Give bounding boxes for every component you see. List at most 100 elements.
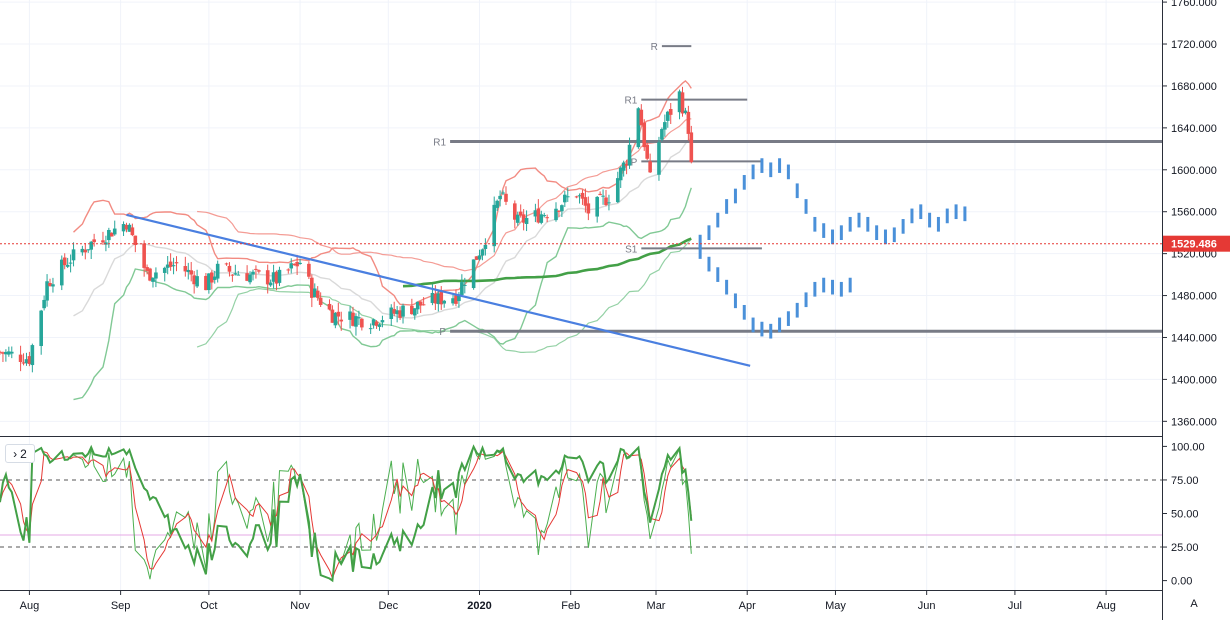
candle: [183, 256, 188, 277]
projection-bar-lower: [733, 293, 737, 309]
candle: [524, 210, 529, 232]
candle: [339, 311, 344, 331]
candle: [330, 305, 335, 323]
projection-bar-upper: [963, 206, 967, 222]
candle-body: [192, 275, 196, 285]
candle: [418, 301, 423, 313]
candle: [192, 270, 196, 294]
projection-bar-upper: [760, 158, 764, 173]
projection-bar-upper: [866, 216, 870, 232]
projection-bar-upper: [875, 225, 879, 241]
projection-bar-lower: [848, 277, 852, 293]
candle-body: [621, 162, 626, 171]
projection-bar-upper: [928, 212, 932, 228]
candle-body: [477, 255, 482, 260]
candle-body: [451, 298, 455, 304]
pane-count-label: 2: [20, 446, 27, 461]
candle-body: [521, 214, 526, 223]
pivot-label: S1: [625, 244, 638, 255]
candle: [124, 222, 129, 233]
candle-body: [689, 132, 694, 163]
candle-body: [265, 270, 270, 285]
candle-body: [542, 215, 547, 217]
projection-bar-lower: [822, 277, 826, 293]
pane-collapse-button[interactable]: › 2: [5, 444, 35, 463]
candle-body: [286, 269, 291, 271]
candle-body: [7, 351, 11, 355]
candle: [165, 255, 170, 275]
price-tick-label: 1400.000: [1171, 374, 1217, 386]
candle: [130, 223, 135, 237]
candle: [265, 264, 270, 294]
candle-body: [65, 264, 70, 267]
candle-body: [80, 248, 85, 253]
candle-body: [430, 292, 435, 303]
candle: [621, 160, 626, 177]
candle: [9, 346, 14, 359]
candle-body: [377, 324, 382, 327]
candle: [212, 270, 217, 284]
candle-body: [401, 305, 405, 317]
candle-body: [271, 272, 276, 282]
candle-body: [580, 192, 585, 199]
candle-body: [657, 142, 661, 175]
candle-body: [121, 224, 126, 232]
oscillator-fast-line: [0, 444, 692, 582]
candle: [27, 351, 32, 367]
candle-body: [109, 232, 114, 237]
candle-body: [663, 122, 667, 130]
candle: [410, 298, 414, 315]
projection-bar-upper: [839, 225, 843, 241]
candle: [521, 209, 526, 231]
candle: [289, 258, 294, 274]
candle: [580, 189, 585, 205]
candle: [474, 256, 479, 261]
candle-body: [4, 351, 8, 355]
candle-body: [207, 273, 211, 291]
candle-body: [142, 243, 146, 268]
candle: [374, 320, 379, 329]
time-tick-label: Nov: [290, 600, 310, 612]
candle-body: [310, 277, 314, 298]
candle-body: [515, 214, 520, 223]
candle-body: [254, 268, 258, 270]
time-tick-label: Sep: [111, 600, 131, 612]
candle-body: [307, 263, 311, 277]
candle: [518, 204, 523, 218]
candle: [680, 86, 685, 117]
candle-body: [92, 239, 96, 243]
candle-body: [483, 244, 488, 249]
candle-body: [492, 204, 497, 247]
pivot-label: P: [631, 157, 638, 168]
candle-body: [354, 316, 358, 327]
candle-body: [454, 295, 458, 304]
trendline[interactable]: [126, 213, 751, 367]
candle-body: [645, 144, 649, 159]
candle: [542, 212, 547, 218]
candle-body: [39, 310, 43, 347]
candle-body: [51, 284, 55, 287]
projection-bar-lower: [804, 292, 808, 308]
candle: [271, 264, 276, 289]
candle-body: [274, 271, 279, 284]
projection-bar-upper: [919, 204, 923, 220]
candle: [151, 277, 155, 288]
candle: [127, 223, 132, 232]
projection-bar-lower: [698, 244, 702, 259]
projection-bar-lower: [760, 321, 764, 337]
candle-body: [474, 256, 479, 260]
candle: [154, 267, 158, 288]
candle-body: [154, 272, 158, 279]
candle: [395, 305, 399, 323]
candle: [377, 323, 382, 331]
candle: [121, 221, 126, 236]
candle-body: [268, 282, 273, 286]
candle: [495, 199, 499, 211]
upper-band-long: [197, 118, 692, 272]
auto-scale-button[interactable]: A: [1190, 598, 1198, 610]
candle: [83, 243, 88, 260]
candle: [298, 258, 302, 265]
candle-body: [133, 235, 138, 246]
